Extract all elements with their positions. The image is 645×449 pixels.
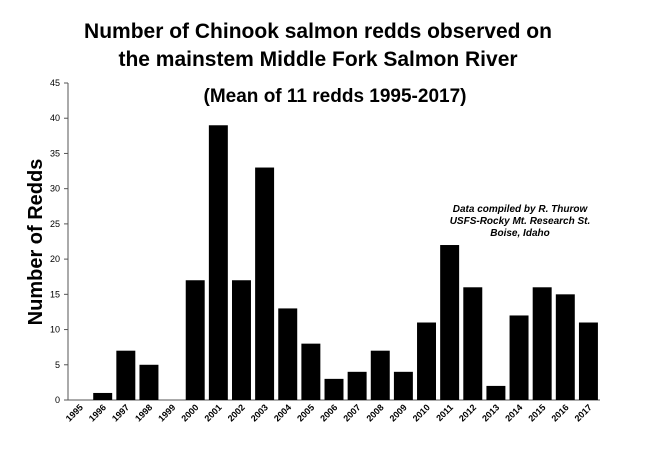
bar [578, 322, 598, 400]
x-tick-label: 2012 [457, 402, 478, 423]
chart-title: the mainstem Middle Fork Salmon River [118, 48, 517, 71]
y-tick-label: 45 [50, 78, 60, 88]
bar [278, 308, 298, 400]
bar [301, 343, 321, 400]
bar [370, 350, 390, 400]
x-tick-label: 2015 [526, 402, 547, 423]
x-tick-label: 2006 [318, 402, 339, 423]
y-tick-label: 40 [50, 113, 60, 123]
bar [532, 287, 552, 400]
x-tick-label: 2003 [249, 402, 270, 423]
x-tick-label: 1999 [156, 402, 177, 423]
x-tick-label: 2013 [480, 402, 501, 423]
x-tick-label: 2000 [179, 402, 200, 423]
x-tick-label: 2004 [272, 402, 293, 423]
x-tick-label: 2017 [573, 402, 594, 423]
y-tick-label: 0 [55, 395, 60, 405]
x-tick-label: 1997 [110, 402, 131, 423]
bar [208, 125, 228, 401]
y-tick-label: 35 [50, 148, 60, 158]
bar [324, 378, 344, 400]
chart-title: Number of Chinook salmon redds observed … [84, 20, 552, 43]
annotation: Data compiled by R. Thurow [453, 204, 589, 215]
x-tick-label: 2009 [388, 402, 409, 423]
bar [509, 315, 529, 400]
bar [139, 364, 159, 400]
bar [347, 371, 367, 400]
x-tick-label: 1998 [133, 402, 154, 423]
y-tick-label: 15 [50, 289, 60, 299]
x-tick-label: 2002 [226, 402, 247, 423]
x-tick-label: 2010 [411, 402, 432, 423]
x-tick-label: 2016 [549, 402, 570, 423]
annotation: Boise, Idaho [490, 228, 549, 239]
x-tick-label: 2005 [295, 402, 316, 423]
annotation: USFS-Rocky Mt. Research St. [450, 216, 591, 227]
y-tick-label: 20 [50, 254, 60, 264]
bar [555, 294, 575, 400]
bar [417, 322, 437, 400]
bar [255, 167, 275, 400]
x-tick-label: 2008 [364, 402, 385, 423]
y-tick-label: 10 [50, 325, 60, 335]
x-tick-label: 1996 [87, 402, 108, 423]
x-tick-label: 2001 [203, 402, 224, 423]
bar [393, 371, 413, 400]
chart-subtitle: (Mean of 11 redds 1995-2017) [204, 86, 467, 107]
y-tick-label: 25 [50, 219, 60, 229]
x-tick-label: 2007 [341, 402, 362, 423]
y-axis-label: Number of Redds [25, 159, 47, 326]
y-tick-label: 5 [55, 360, 60, 370]
x-tick-label: 2014 [503, 402, 524, 423]
bar [486, 385, 506, 400]
bar [185, 280, 205, 400]
bar [93, 392, 113, 400]
bar [440, 245, 460, 400]
x-tick-label: 2011 [434, 402, 455, 423]
y-tick-label: 30 [50, 184, 60, 194]
bar [463, 287, 483, 400]
bar [116, 350, 136, 400]
x-tick-label: 1995 [64, 402, 85, 423]
bar [231, 280, 251, 400]
